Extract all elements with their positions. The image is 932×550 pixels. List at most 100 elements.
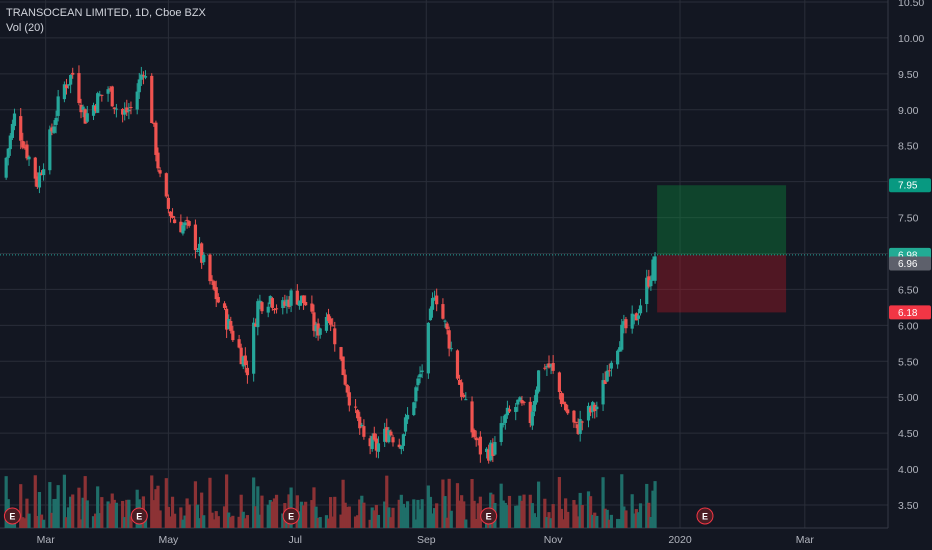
- candle-body[interactable]: [114, 108, 118, 110]
- volume-indicator-label[interactable]: Vol (20): [6, 22, 44, 34]
- candle-body[interactable]: [166, 197, 170, 209]
- candle-body[interactable]: [385, 427, 389, 442]
- earnings-marker[interactable]: [282, 507, 300, 525]
- candle-body[interactable]: [372, 433, 376, 440]
- candle-body[interactable]: [534, 389, 539, 403]
- candle-body[interactable]: [609, 362, 613, 369]
- candle-body[interactable]: [622, 321, 626, 326]
- candle-body[interactable]: [19, 116, 23, 141]
- candle-body[interactable]: [66, 84, 71, 86]
- candle-body[interactable]: [121, 109, 125, 115]
- candle-body[interactable]: [647, 276, 651, 287]
- candle-body[interactable]: [258, 300, 262, 304]
- candle-body[interactable]: [443, 320, 447, 322]
- candle-body[interactable]: [79, 104, 83, 113]
- candle-body[interactable]: [260, 302, 264, 312]
- candle-body[interactable]: [412, 402, 416, 416]
- candle-body[interactable]: [420, 370, 424, 372]
- candle-body[interactable]: [470, 401, 474, 433]
- candle-body[interactable]: [229, 321, 233, 331]
- candle-body[interactable]: [343, 374, 347, 385]
- candle-body[interactable]: [297, 300, 302, 306]
- candle-body[interactable]: [179, 221, 183, 233]
- candle-body[interactable]: [326, 314, 331, 321]
- candle-body[interactable]: [197, 243, 202, 251]
- candle-body[interactable]: [23, 147, 27, 149]
- candle-body[interactable]: [389, 431, 393, 436]
- candle-body[interactable]: [634, 313, 638, 321]
- candle-body[interactable]: [170, 215, 175, 218]
- candle-body[interactable]: [150, 75, 154, 124]
- candle-body[interactable]: [428, 308, 433, 321]
- candle-body[interactable]: [96, 93, 100, 113]
- candle-body[interactable]: [141, 75, 146, 77]
- candle-body[interactable]: [274, 308, 279, 310]
- candle-body[interactable]: [595, 406, 599, 410]
- candle-body[interactable]: [239, 347, 243, 365]
- candle-body[interactable]: [341, 356, 345, 376]
- candle-body[interactable]: [316, 323, 320, 336]
- candle-body[interactable]: [283, 301, 287, 306]
- candle-body[interactable]: [484, 448, 489, 452]
- candle-body[interactable]: [618, 347, 622, 352]
- candle-body[interactable]: [441, 304, 445, 319]
- candle-body[interactable]: [39, 173, 44, 175]
- earnings-marker[interactable]: [480, 507, 498, 525]
- candle-body[interactable]: [489, 442, 493, 461]
- candle-body[interactable]: [370, 436, 374, 450]
- candle-body[interactable]: [241, 356, 245, 367]
- candle-body[interactable]: [549, 364, 553, 367]
- symbol-title[interactable]: TRANSOCEAN LIMITED, 1D, Cboe BZX: [6, 7, 206, 19]
- candle-body[interactable]: [520, 399, 524, 404]
- candle-body[interactable]: [216, 296, 220, 303]
- candle-body[interactable]: [572, 410, 576, 423]
- candle-body[interactable]: [331, 325, 335, 327]
- candle-body[interactable]: [333, 328, 337, 345]
- candle-body[interactable]: [603, 380, 607, 384]
- candle-body[interactable]: [620, 324, 624, 350]
- candle-body[interactable]: [530, 411, 534, 426]
- candle-body[interactable]: [127, 109, 131, 112]
- candle-body[interactable]: [62, 84, 66, 100]
- candle-body[interactable]: [503, 414, 507, 423]
- candle-body[interactable]: [387, 430, 391, 443]
- candle-body[interactable]: [356, 410, 360, 419]
- candle-body[interactable]: [435, 295, 439, 305]
- candle-body[interactable]: [401, 434, 406, 446]
- candle-body[interactable]: [487, 449, 491, 461]
- candle-body[interactable]: [301, 295, 306, 304]
- candle-body[interactable]: [27, 156, 31, 160]
- candle-body[interactable]: [345, 384, 349, 393]
- candle-body[interactable]: [580, 421, 584, 423]
- candle-body[interactable]: [405, 414, 410, 420]
- candle-body[interactable]: [339, 347, 343, 360]
- candle-body[interactable]: [616, 350, 620, 365]
- candle-body[interactable]: [285, 299, 289, 307]
- candle-body[interactable]: [586, 405, 591, 421]
- candle-body[interactable]: [574, 421, 578, 423]
- candle-body[interactable]: [636, 315, 641, 319]
- candle-body[interactable]: [33, 157, 37, 179]
- candle-body[interactable]: [252, 322, 256, 374]
- candle-body[interactable]: [426, 322, 430, 374]
- candle-body[interactable]: [418, 374, 422, 378]
- candle-body[interactable]: [391, 437, 395, 443]
- candle-body[interactable]: [312, 312, 316, 331]
- candle-body[interactable]: [4, 157, 8, 178]
- candle-body[interactable]: [474, 437, 478, 441]
- position-profit-zone[interactable]: [657, 185, 787, 255]
- candle-body[interactable]: [106, 89, 110, 94]
- candle-body[interactable]: [112, 107, 116, 109]
- candle-body[interactable]: [347, 392, 351, 406]
- candle-body[interactable]: [254, 323, 258, 327]
- candle-body[interactable]: [645, 277, 649, 305]
- candle-body[interactable]: [270, 298, 274, 308]
- candle-body[interactable]: [35, 176, 39, 187]
- candle-body[interactable]: [624, 319, 628, 329]
- candle-body[interactable]: [362, 426, 366, 437]
- candle-body[interactable]: [152, 122, 156, 124]
- candle-body[interactable]: [137, 79, 141, 93]
- candle-body[interactable]: [12, 113, 17, 126]
- candle-body[interactable]: [100, 94, 104, 96]
